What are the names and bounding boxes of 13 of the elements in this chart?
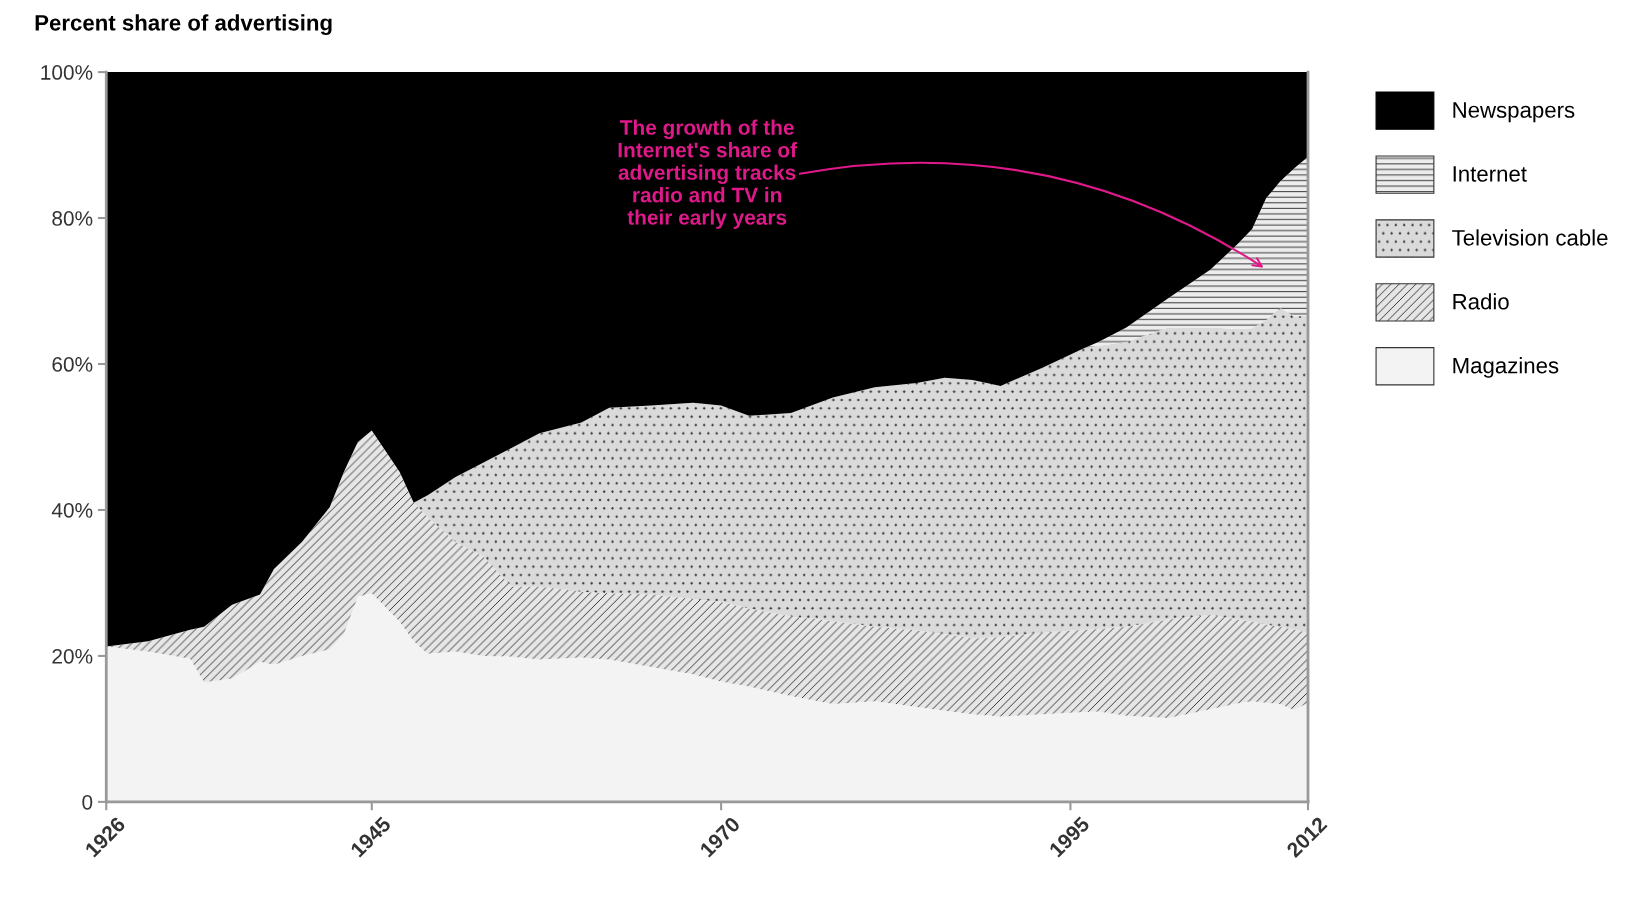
y-tick-label: 100% [41,65,93,80]
y-tick-label: 40% [51,502,93,518]
legend-label: Newspapers [1453,102,1575,123]
legend-label: Internet [1453,166,1527,182]
y-tick-label: 0 [82,794,93,810]
legend-label: Magazines [1453,357,1559,378]
annotation: The growth of the Internet's share of advertising tracks radio and TV in their early years [618,119,798,229]
y-tick-label: 60% [52,357,93,372]
y-tick-label: 20% [52,648,93,664]
legend-label: Television cable [1452,229,1608,246]
y-tick-label: 80% [52,211,93,226]
legend-label: Radio [1453,293,1509,310]
chart-title: Percent share of advertising [35,14,332,36]
